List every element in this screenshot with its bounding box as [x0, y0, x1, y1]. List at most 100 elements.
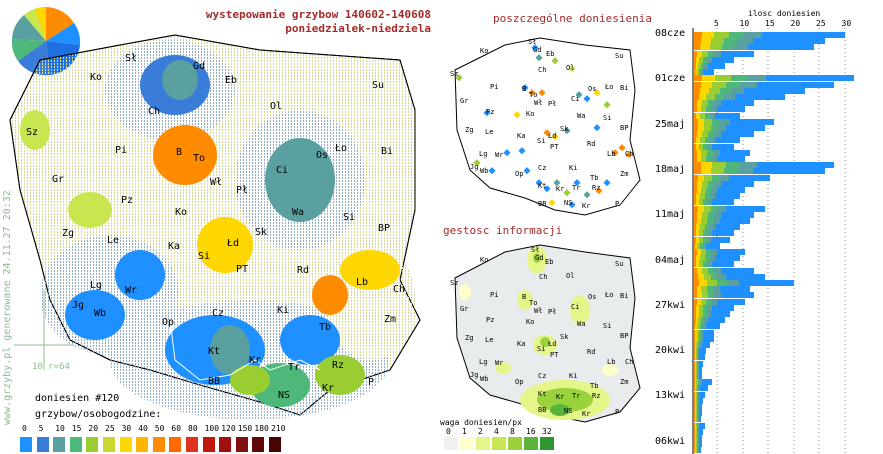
histogram-bar	[694, 385, 695, 392]
histogram-bar	[702, 100, 708, 107]
histogram-bar	[706, 94, 715, 100]
histogram-bar	[714, 32, 729, 38]
histogram-bar	[699, 94, 706, 100]
histogram-bar	[708, 131, 714, 138]
histogram-bar	[726, 205, 765, 212]
histogram-bar	[717, 280, 727, 286]
week-label: 11maj	[655, 209, 686, 221]
svg-text:Wb: Wb	[480, 375, 488, 383]
region-label: Os	[316, 150, 329, 161]
svg-text:Sk: Sk	[560, 125, 569, 133]
histogram-bar	[702, 267, 708, 274]
histogram-tick: 10	[739, 19, 750, 28]
region-label: Ło	[335, 143, 348, 154]
histogram-bar	[694, 168, 701, 175]
histogram-bar	[708, 50, 714, 57]
histogram-bar	[757, 81, 834, 88]
region-label: Si	[343, 212, 356, 223]
svg-text:Jg: Jg	[470, 163, 478, 171]
histogram-bar	[715, 112, 740, 119]
histogram-bar	[697, 329, 699, 336]
legend-swatch	[86, 437, 99, 452]
histogram-bar	[696, 63, 698, 69]
histogram-bar	[705, 224, 710, 231]
histogram-bar	[703, 230, 707, 237]
histogram-bar	[702, 211, 708, 218]
histogram-bar	[694, 435, 695, 441]
histogram-bar	[694, 81, 701, 88]
histogram-bar	[718, 205, 726, 212]
histogram-bar	[700, 379, 702, 386]
histogram-bar	[735, 94, 785, 100]
histogram-bar	[726, 162, 740, 169]
svg-text:Gr: Gr	[460, 305, 468, 313]
histogram-bar	[696, 447, 697, 454]
week-label: 04maj	[655, 254, 686, 266]
svg-text:Kr: Kr	[556, 185, 564, 193]
histogram-bar	[700, 255, 705, 262]
svg-text:Ło: Ło	[604, 291, 613, 299]
histogram-bar	[711, 187, 717, 193]
histogram-title: ilosc doniesien	[748, 9, 821, 18]
histogram-bar	[694, 63, 696, 69]
legend-value: 100	[204, 424, 220, 433]
histogram-bar	[707, 311, 711, 317]
histogram-bar	[702, 292, 708, 299]
histogram-bar	[720, 87, 731, 94]
histogram-bar	[711, 38, 724, 45]
histogram-bar	[753, 168, 825, 175]
histogram-bar	[698, 317, 701, 324]
histogram-bar	[695, 342, 696, 348]
svg-text:Wr: Wr	[495, 151, 503, 159]
histogram-bar	[695, 447, 696, 454]
histogram-bar	[701, 187, 706, 193]
legend-value: 120	[221, 424, 236, 433]
svg-text:Gd: Gd	[535, 254, 543, 262]
svg-text:Ci: Ci	[571, 303, 579, 311]
histogram-bar	[694, 416, 695, 423]
histogram-bar	[694, 112, 696, 119]
svg-text:Cz: Cz	[538, 372, 546, 380]
histogram-bar	[700, 44, 710, 51]
histogram-bar	[726, 125, 765, 131]
histogram-bar	[699, 335, 701, 342]
svg-text:Jg: Jg	[470, 371, 478, 379]
histogram-bar	[694, 354, 695, 361]
region-label: Ol	[270, 101, 283, 112]
histogram-bar	[699, 280, 707, 286]
region-label: Rd	[297, 265, 310, 276]
svg-text:Lg: Lg	[479, 358, 487, 366]
histogram-bar	[703, 199, 707, 206]
histogram-bar	[696, 373, 697, 379]
histogram-bar	[707, 236, 711, 243]
histogram-bar	[699, 354, 705, 361]
svg-text:Op: Op	[515, 378, 523, 386]
histogram-bar	[721, 267, 754, 274]
region-label: Ki	[277, 305, 290, 316]
svg-text:Pł: Pł	[548, 308, 556, 316]
svg-text:Cz: Cz	[538, 164, 546, 172]
svg-text:Lb: Lb	[607, 150, 615, 158]
histogram-bar	[700, 224, 705, 231]
histogram-bar	[694, 87, 700, 94]
histogram-bar	[748, 44, 814, 51]
histogram-bar	[766, 75, 854, 82]
histogram-bar	[695, 348, 696, 355]
histogram-bar	[726, 81, 740, 88]
histogram-bar	[694, 143, 696, 150]
histogram-bar	[699, 447, 701, 454]
histogram-bar	[697, 218, 701, 224]
histogram-bar	[706, 323, 720, 330]
histogram-bar	[697, 50, 702, 57]
histogram-bar	[694, 410, 695, 417]
scale-bar	[14, 290, 74, 370]
region-label: Wł	[210, 177, 223, 188]
histogram-bar	[694, 131, 697, 138]
histogram-bar	[698, 428, 699, 435]
histogram-tick: 5	[714, 19, 719, 28]
legend-value: 150	[237, 424, 253, 433]
histogram-bar	[699, 348, 706, 355]
scale-label: 10 r=64	[32, 362, 70, 372]
histogram-bar	[729, 174, 770, 181]
histogram-bar	[700, 242, 703, 249]
